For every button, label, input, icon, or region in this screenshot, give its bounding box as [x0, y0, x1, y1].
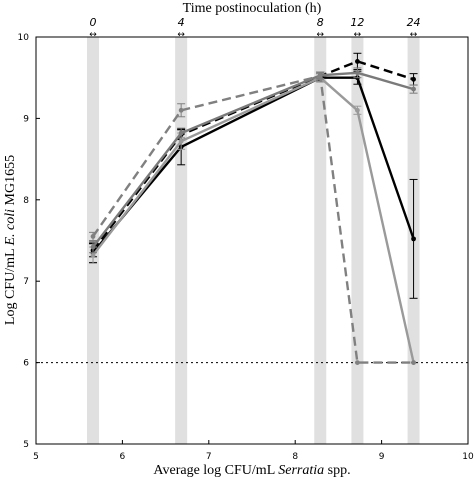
time-band-1: [175, 37, 188, 444]
series-4-point-3: [355, 360, 360, 365]
series-4-point-4: [411, 360, 416, 365]
series-1-line: [92, 60, 414, 252]
series-4-line: [92, 74, 414, 364]
x-axis-title-part-1: Average log CFU/mL: [153, 463, 278, 478]
y-axis-title-part-3: MG1655: [3, 155, 18, 209]
x-tick-label-2: 7: [206, 452, 212, 462]
series-3-point-3: [355, 70, 360, 76]
y-tick-label-4: 9: [23, 114, 29, 124]
x-tick-label-1: 6: [120, 452, 126, 462]
x-axis-title-part-2: Serratia: [278, 463, 324, 478]
series-3-point-1: [178, 130, 184, 136]
series-4-point-0: [90, 234, 96, 239]
x-axis: 5 6 7 8 9 10: [33, 440, 474, 462]
series-layer: [89, 52, 418, 365]
x-tick-label-5: 10: [462, 452, 474, 462]
series-0: [89, 70, 418, 299]
series-2-point-0: [90, 252, 96, 258]
y-tick-label-1: 6: [23, 359, 29, 369]
y-axis: 5 6 7 8 9 10: [18, 33, 40, 450]
series-3-point-4: [411, 86, 416, 92]
x-tick-label-0: 5: [33, 452, 39, 462]
series-4-point-1: [178, 107, 184, 113]
y-axis-title: Log CFU/mL E. coli MG1655: [3, 155, 18, 325]
time-point-bands: [87, 37, 420, 444]
time-arrow-icon-3: ↔: [354, 30, 362, 40]
series-4: [89, 72, 416, 365]
y-tick-label-5: 10: [18, 33, 30, 43]
time-arrow-icon-4: ↔: [410, 30, 418, 40]
x-axis-title: Average log CFU/mL Serratia spp.: [153, 463, 350, 478]
top-axis: 0↔4↔8↔12↔24↔: [89, 16, 420, 40]
time-band-2: [314, 37, 327, 444]
series-4-point-2: [317, 73, 323, 79]
time-arrow-icon-2: ↔: [316, 30, 324, 40]
series-3-point-0: [90, 244, 96, 250]
series-2-point-3: [355, 107, 360, 113]
time-label-2: 8: [317, 16, 324, 29]
x-axis-title-part-3: spp.: [324, 463, 350, 478]
series-2: [89, 73, 416, 365]
series-1-point-4: [411, 76, 416, 82]
series-2-point-1: [178, 138, 184, 144]
time-arrow-icon-0: ↔: [89, 30, 97, 40]
y-tick-label-0: 5: [23, 440, 29, 450]
y-tick-label-3: 8: [23, 196, 29, 206]
series-2-line: [92, 76, 415, 363]
time-label-0: 0: [90, 16, 97, 29]
time-band-3: [351, 37, 364, 444]
series-0-point-4: [411, 236, 416, 242]
plot-frame: [35, 36, 469, 445]
x-tick-label-3: 8: [292, 452, 298, 462]
y-axis-title-part-1: Log CFU/mL: [3, 246, 18, 326]
x-tick-label-4: 9: [379, 452, 385, 462]
y-axis-title-part-2: E. coli: [3, 209, 18, 247]
series-1-point-3: [355, 59, 360, 64]
time-label-3: 12: [350, 16, 364, 29]
y-tick-label-2: 7: [23, 277, 29, 287]
top-axis-title: Time postinoculation (h): [183, 1, 322, 16]
time-label-4: 24: [407, 16, 421, 29]
time-label-1: 4: [178, 16, 185, 29]
time-arrow-icon-1: ↔: [177, 30, 185, 40]
